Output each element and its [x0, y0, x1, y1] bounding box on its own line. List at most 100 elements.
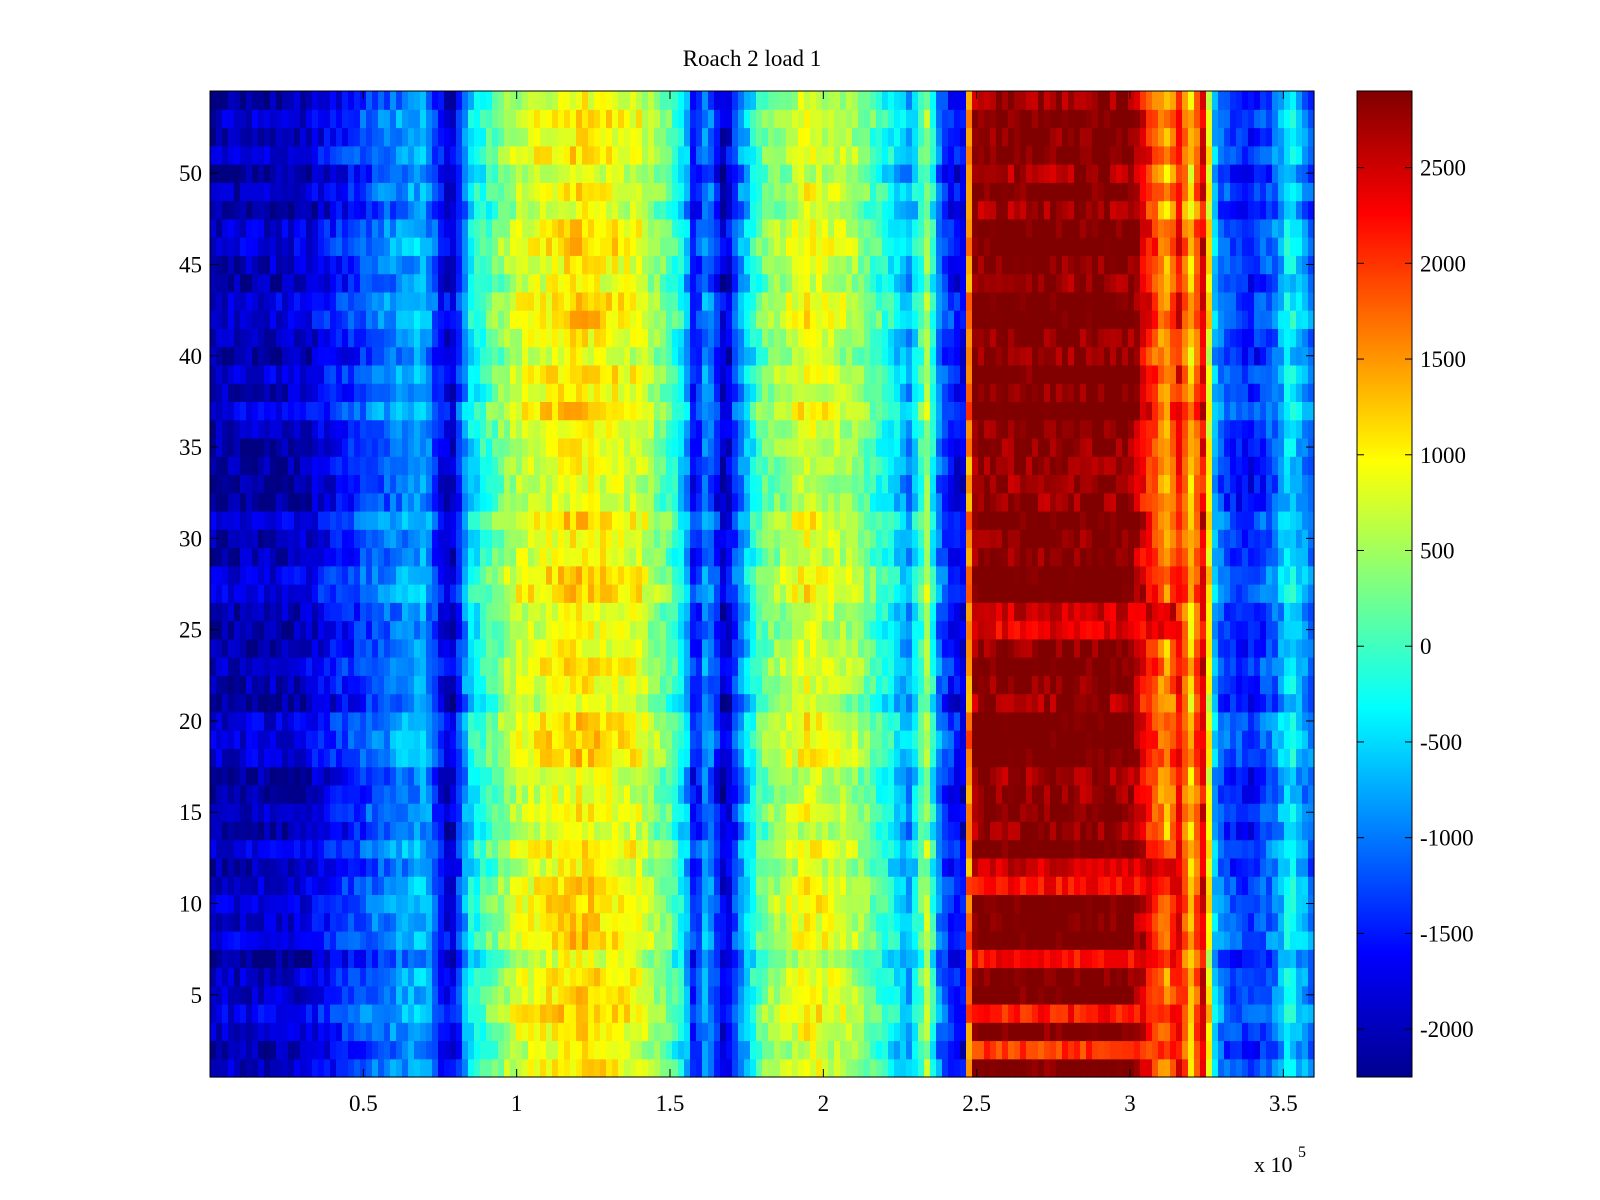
- heatmap-cell: [804, 839, 811, 859]
- heatmap-cell: [978, 675, 985, 695]
- heatmap-cell: [342, 912, 349, 932]
- heatmap-cell: [1266, 748, 1273, 768]
- heatmap-cell: [906, 784, 913, 804]
- heatmap-cell: [270, 803, 277, 822]
- heatmap-cell: [480, 803, 487, 822]
- heatmap-cell: [444, 1040, 451, 1060]
- heatmap-cell: [324, 638, 331, 658]
- heatmap-cell: [996, 766, 1003, 786]
- heatmap-cell: [726, 584, 733, 603]
- heatmap-cell: [438, 949, 445, 969]
- heatmap-cell: [426, 949, 433, 969]
- heatmap-cell: [264, 839, 271, 859]
- heatmap-cell: [288, 803, 295, 822]
- heatmap-cell: [780, 1022, 787, 1042]
- heatmap-cell: [300, 949, 307, 969]
- heatmap-cell: [1242, 894, 1249, 914]
- heatmap-cell: [456, 949, 463, 969]
- heatmap-cell: [828, 1058, 835, 1078]
- heatmap-cell: [624, 766, 631, 786]
- heatmap-cell: [1152, 657, 1159, 676]
- heatmap-cell: [1158, 1040, 1165, 1060]
- heatmap-cell: [1152, 584, 1159, 603]
- heatmap-cell: [792, 912, 799, 932]
- heatmap-cell: [534, 620, 541, 640]
- heatmap-cell: [318, 857, 325, 877]
- heatmap-cell: [966, 912, 973, 932]
- heatmap-cell: [948, 967, 955, 987]
- heatmap-cell: [582, 1040, 589, 1060]
- heatmap-cell: [336, 857, 343, 877]
- heatmap-cell: [984, 1058, 991, 1078]
- heatmap-cell: [252, 949, 259, 969]
- heatmap-cell: [252, 1058, 259, 1078]
- heatmap-cell: [468, 675, 475, 695]
- heatmap-cell: [360, 1058, 367, 1078]
- heatmap-cell: [1266, 876, 1273, 896]
- heatmap-cell: [516, 675, 523, 695]
- heatmap-cell: [558, 784, 565, 804]
- heatmap-cell: [798, 1058, 805, 1078]
- heatmap-cell: [474, 638, 481, 658]
- heatmap-cell: [558, 1058, 565, 1078]
- heatmap-cell: [1194, 693, 1201, 713]
- heatmap-cell: [720, 1058, 727, 1078]
- heatmap-cell: [480, 1003, 487, 1023]
- heatmap-cell: [294, 912, 301, 932]
- heatmap-cell: [1284, 894, 1291, 914]
- heatmap-cell: [1122, 638, 1129, 658]
- heatmap-cell: [1020, 602, 1027, 622]
- heatmap-cell: [504, 1003, 511, 1023]
- heatmap-cell: [378, 967, 385, 987]
- heatmap-cell: [474, 1003, 481, 1023]
- heatmap-cell: [654, 803, 661, 822]
- heatmap-cell: [300, 803, 307, 822]
- heatmap-cell: [768, 748, 775, 768]
- heatmap-cell: [1254, 1040, 1261, 1060]
- heatmap-cell: [1020, 930, 1027, 950]
- heatmap-cell: [1104, 1040, 1111, 1060]
- heatmap-cell: [480, 985, 487, 1005]
- heatmap-cell: [528, 1022, 535, 1042]
- heatmap-cell: [960, 985, 967, 1005]
- heatmap-cell: [834, 949, 841, 969]
- heatmap-cell: [888, 620, 895, 640]
- heatmap-cell: [270, 620, 277, 640]
- heatmap-cell: [1122, 821, 1129, 841]
- heatmap-cell: [906, 657, 913, 676]
- heatmap-cell: [282, 602, 289, 622]
- heatmap-cell: [534, 675, 541, 695]
- heatmap-cell: [522, 784, 529, 804]
- heatmap-cell: [1254, 748, 1261, 768]
- heatmap-cell: [1026, 602, 1033, 622]
- heatmap-cell: [762, 1003, 769, 1023]
- heatmap-cell: [732, 1040, 739, 1060]
- heatmap-cell: [834, 803, 841, 822]
- heatmap-cell: [1062, 1058, 1069, 1078]
- heatmap-cell: [456, 912, 463, 932]
- heatmap-cell: [1302, 784, 1309, 804]
- heatmap-cell: [720, 602, 727, 622]
- heatmap-cell: [732, 730, 739, 749]
- heatmap-cell: [366, 894, 373, 914]
- heatmap-cell: [816, 857, 823, 877]
- heatmap-cell: [1020, 839, 1027, 859]
- heatmap-cell: [930, 803, 937, 822]
- heatmap-cell: [210, 584, 217, 603]
- heatmap-cell: [420, 602, 427, 622]
- heatmap-cell: [384, 693, 391, 713]
- heatmap-cell: [1248, 638, 1255, 658]
- heatmap-cell: [1182, 912, 1189, 932]
- heatmap-cell: [480, 1022, 487, 1042]
- heatmap-cell: [882, 839, 889, 859]
- heatmap-cell: [612, 1022, 619, 1042]
- heatmap-cell: [1080, 1022, 1087, 1042]
- heatmap-cell: [564, 839, 571, 859]
- heatmap-cell: [918, 748, 925, 768]
- heatmap-cell: [330, 1003, 337, 1023]
- heatmap-cell: [1164, 693, 1171, 713]
- heatmap-cell: [834, 930, 841, 950]
- heatmap-cell: [1068, 620, 1075, 640]
- heatmap-cell: [582, 839, 589, 859]
- heatmap-cell: [1188, 1003, 1195, 1023]
